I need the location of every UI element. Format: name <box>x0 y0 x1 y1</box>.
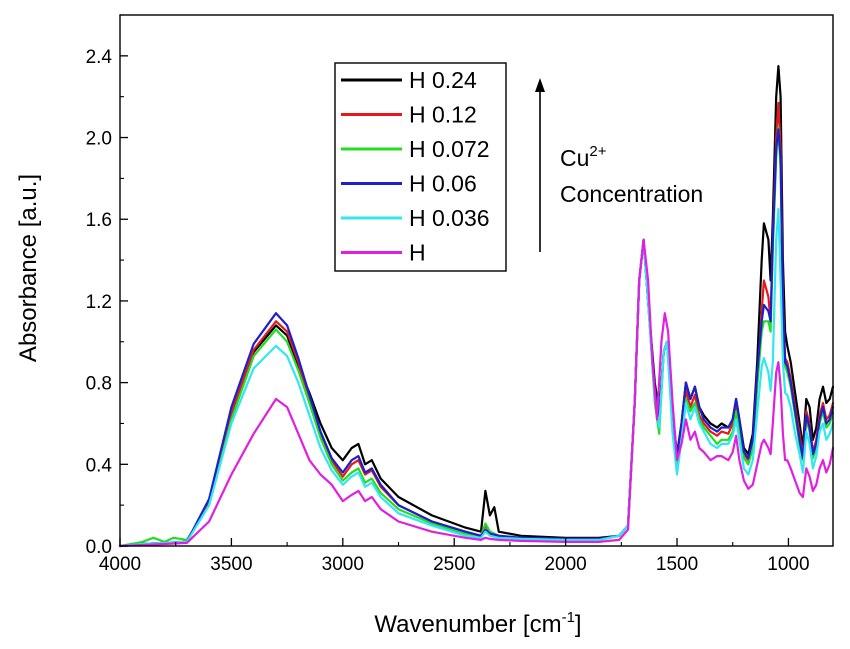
plot-frame <box>119 14 834 547</box>
x-tick-label-0: 4000 <box>99 554 141 575</box>
legend-box <box>334 62 507 272</box>
x-axis-title: Wavenumber [cm-1] <box>374 609 581 638</box>
y-tick-label-3: 1.2 <box>86 292 112 313</box>
legend-label-1: H 0.12 <box>409 102 477 128</box>
series-line-4 <box>118 207 835 548</box>
y-tick-label-2: 0.8 <box>86 374 112 395</box>
annotation-cu: Cu <box>560 145 589 171</box>
arrow-head <box>535 78 545 92</box>
x-tick-label-6: 1000 <box>767 554 809 575</box>
x-tick-label-1: 3500 <box>210 554 252 575</box>
y-tick-label-1: 0.4 <box>86 455 113 476</box>
y-tick-label-4: 1.6 <box>86 210 112 231</box>
y-tick-label-6: 2.4 <box>86 47 113 68</box>
ticks-layer: 4000 3500 3000 2500 2000 1500 1000 0.0 0.4 0.8 1.2… <box>86 14 810 575</box>
series-line-3 <box>118 128 835 548</box>
x-axis-title-end: ] <box>575 611 582 638</box>
legend-label-0: H 0.24 <box>409 67 477 93</box>
legend-label-2: H 0.072 <box>409 136 490 162</box>
axes-layer <box>119 14 834 547</box>
x-tick-label-3: 2500 <box>433 554 475 575</box>
annotation-line1: Cu2+ <box>560 143 607 171</box>
legend-label-3: H 0.06 <box>409 171 477 197</box>
legend-label-5: H <box>409 240 426 266</box>
series-layer <box>118 65 835 548</box>
y-tick-label-0: 0.0 <box>86 537 112 558</box>
series-line-5 <box>118 238 835 548</box>
y-axis-title: Absorbance [a.u.] <box>15 174 42 362</box>
annotation-line2: Concentration <box>560 181 703 207</box>
x-axis-title-main: Wavenumber [cm <box>374 611 561 638</box>
legend: H 0.24 H 0.12 H 0.072 H 0.06 H 0.036 H <box>334 62 507 272</box>
y-tick-label-5: 2.0 <box>86 129 112 150</box>
x-tick-label-5: 1500 <box>656 554 698 575</box>
x-tick-label-4: 2000 <box>544 554 586 575</box>
concentration-annotation: Cu2+ Concentration <box>535 78 703 252</box>
annotation-charge: 2+ <box>589 143 606 160</box>
x-axis-title-sup: -1 <box>562 609 575 626</box>
legend-label-4: H 0.036 <box>409 205 490 231</box>
x-tick-label-2: 3000 <box>322 554 364 575</box>
